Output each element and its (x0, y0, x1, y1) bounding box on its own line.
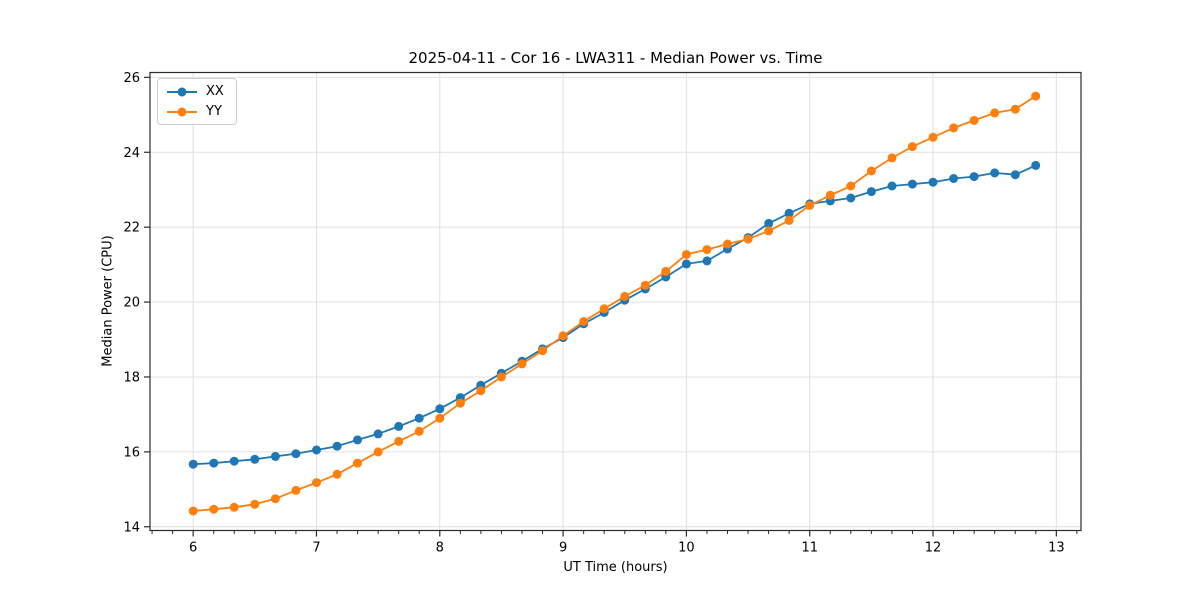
data-point-xx (414, 413, 424, 423)
x-axis-label: UT Time (hours) (563, 560, 668, 575)
data-point-xx (312, 445, 321, 455)
x-tick-label: 9 (559, 541, 567, 556)
data-point-yy (291, 485, 301, 495)
data-point-xx (229, 456, 239, 466)
data-point-xx (928, 177, 938, 187)
data-point-xx (353, 435, 362, 445)
y-tick-label: 22 (123, 221, 140, 236)
data-point-xx (332, 441, 342, 451)
data-point-yy (743, 234, 753, 244)
data-point-xx (250, 454, 260, 464)
data-point-yy (517, 359, 527, 369)
data-point-yy (990, 108, 1000, 118)
data-point-xx (1031, 160, 1041, 170)
x-tick-label: 13 (1048, 541, 1065, 556)
data-point-yy (496, 372, 506, 382)
data-point-yy (599, 304, 609, 314)
data-point-xx (990, 168, 1000, 178)
data-point-yy (907, 142, 917, 152)
data-point-yy (435, 413, 445, 423)
legend: XX YY (157, 78, 237, 125)
legend-label-xx: XX (206, 84, 224, 99)
data-point-yy (1010, 104, 1020, 114)
data-point-yy (250, 499, 260, 509)
y-axis-label-text: Median Power (CPU) (100, 235, 116, 367)
data-point-yy (969, 115, 979, 125)
data-point-yy (558, 331, 568, 341)
data-point-xx (887, 181, 897, 191)
data-point-yy (414, 426, 424, 436)
x-tick-label: 7 (312, 541, 320, 556)
data-point-yy (805, 200, 815, 210)
data-point-yy (681, 250, 691, 259)
data-point-yy (764, 226, 774, 236)
data-point-xx (969, 172, 979, 182)
data-point-yy (270, 494, 280, 504)
data-point-yy (188, 506, 198, 516)
data-point-yy (887, 153, 897, 163)
data-point-yy (825, 190, 835, 200)
data-point-yy (928, 132, 938, 142)
data-point-xx (764, 218, 774, 228)
data-point-yy (1031, 91, 1041, 101)
data-point-xx (949, 174, 959, 183)
data-point-yy (640, 280, 650, 290)
legend-label-yy: YY (206, 104, 222, 119)
data-point-yy (579, 317, 589, 326)
data-point-xx (373, 429, 383, 439)
data-point-yy (723, 239, 732, 249)
data-point-xx (866, 187, 876, 197)
data-point-yy (661, 266, 671, 276)
data-point-xx (702, 256, 712, 266)
data-point-xx (188, 459, 198, 469)
data-point-yy (332, 469, 342, 479)
y-tick-label: 20 (123, 296, 140, 311)
data-point-yy (394, 436, 404, 446)
data-point-yy (476, 386, 486, 396)
data-point-xx (209, 458, 219, 468)
y-tick-label: 16 (123, 445, 140, 460)
data-point-yy (846, 181, 856, 191)
chart-title: 2025-04-11 - Cor 16 - LWA311 - Median Po… (408, 49, 823, 67)
legend-item-yy: YY (167, 104, 224, 119)
legend-marker-xx-icon (167, 87, 197, 97)
y-tick-label: 26 (123, 71, 140, 86)
x-tick-label: 12 (925, 541, 942, 556)
series-line-xx (193, 164, 1037, 466)
data-point-xx (681, 259, 691, 269)
data-point-yy (229, 502, 239, 512)
x-tick-label: 6 (189, 541, 197, 556)
data-point-xx (394, 421, 404, 431)
data-point-yy (620, 291, 630, 301)
data-point-xx (270, 451, 280, 461)
x-tick-label: 11 (801, 541, 818, 556)
data-point-xx (291, 449, 301, 459)
y-tick-label: 24 (123, 146, 140, 161)
data-point-yy (784, 215, 794, 225)
x-tick-label: 10 (678, 541, 695, 556)
data-point-xx (846, 193, 856, 203)
data-point-xx (1010, 170, 1020, 180)
x-tick-label: 8 (436, 541, 444, 556)
data-point-yy (538, 346, 547, 356)
data-point-yy (312, 478, 321, 488)
data-point-yy (949, 123, 959, 133)
data-point-xx (435, 404, 445, 414)
y-tick-label: 14 (123, 520, 140, 535)
legend-item-xx: XX (167, 84, 224, 99)
data-point-yy (702, 245, 712, 255)
data-point-xx (784, 208, 794, 218)
data-point-yy (373, 447, 383, 457)
data-point-yy (455, 398, 465, 408)
legend-marker-yy-icon (167, 107, 197, 117)
data-point-yy (353, 458, 362, 468)
data-point-yy (209, 504, 219, 514)
y-tick-label: 18 (123, 370, 140, 385)
data-point-xx (907, 179, 917, 189)
data-point-yy (866, 166, 876, 176)
